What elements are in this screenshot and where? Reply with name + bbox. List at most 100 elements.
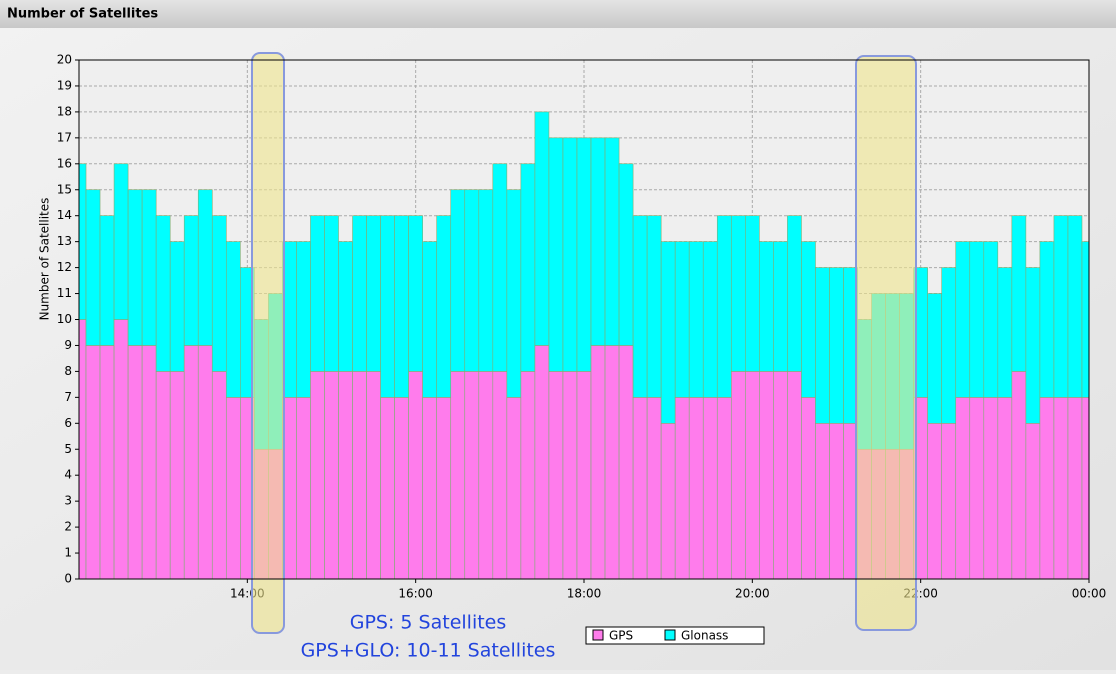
bar-segment (99, 215, 115, 346)
bar-segment (169, 371, 185, 580)
bar-segment (646, 215, 662, 398)
bar-segment (716, 215, 732, 398)
bar-segment (78, 163, 87, 320)
y-tick-label: 7 (64, 390, 72, 404)
bar-segment (296, 241, 311, 398)
bar-segment (1039, 241, 1055, 398)
bar-segment (183, 215, 199, 346)
y-tick-label: 3 (64, 494, 72, 508)
bar-segment (773, 371, 788, 580)
bar-segment (380, 215, 395, 398)
bar-segment (338, 371, 353, 580)
bar-segment (604, 137, 620, 346)
bar-segment (590, 345, 606, 580)
bar-segment (745, 371, 760, 580)
bar-segment (506, 189, 522, 398)
y-tick-label: 11 (57, 286, 72, 300)
bar-segment (1067, 397, 1083, 580)
bar-segment (955, 241, 971, 398)
legend-swatch (664, 629, 676, 641)
bar-segment (422, 397, 438, 580)
bar-segment (127, 189, 143, 346)
bar-segment (169, 241, 185, 372)
bar-segment (534, 111, 550, 346)
bar-segment (352, 371, 367, 580)
bar-segment (1039, 397, 1055, 580)
y-tick-label: 4 (64, 468, 72, 482)
bar-segment (759, 241, 774, 372)
bar-segment (324, 371, 339, 580)
y-tick-label: 9 (64, 338, 72, 352)
bar-segment (983, 241, 999, 398)
bar-segment (576, 137, 592, 372)
bar-segment (759, 371, 774, 580)
bar-segment (197, 345, 213, 580)
bar-segment (408, 215, 423, 372)
bar-segment (450, 371, 466, 580)
bar-segment (1011, 371, 1027, 580)
bar-segment (1081, 241, 1090, 398)
bar-segment (534, 345, 550, 580)
y-tick-label: 8 (64, 364, 72, 378)
bar-segment (688, 397, 704, 580)
bar-segment (225, 397, 241, 580)
bar-segment (562, 371, 578, 580)
bar-segment (745, 215, 760, 372)
bar-segment (85, 345, 101, 580)
bar-segment (730, 215, 746, 372)
bar-segment (801, 397, 816, 580)
bar-segment (983, 397, 999, 580)
bar-segment (815, 422, 830, 580)
bar-segment (927, 293, 943, 424)
bar-segment (1081, 397, 1090, 580)
y-tick-label: 13 (57, 234, 72, 248)
bar-segment (590, 137, 606, 346)
y-tick-label: 0 (64, 572, 72, 586)
bar-segment (702, 241, 718, 398)
x-tick-label: 00:00 (1072, 587, 1107, 601)
bar-segment (660, 241, 676, 424)
bar-segment (801, 241, 816, 398)
y-axis-label: Number of Satellites (38, 198, 52, 321)
bar-segment (211, 215, 227, 372)
plot-border (78, 59, 1090, 580)
bar-segment (1067, 215, 1083, 398)
x-tick-label: 20:00 (735, 587, 770, 601)
bar-segment (155, 371, 171, 580)
bar-segment (225, 241, 241, 398)
y-tick-label: 5 (64, 442, 72, 456)
bar-segment (997, 397, 1013, 580)
bar-segment (183, 345, 199, 580)
y-tick-label: 15 (57, 182, 72, 196)
bar-segment (787, 215, 802, 372)
bar-segment (211, 371, 227, 580)
bar-segment (141, 345, 157, 580)
y-tick-label: 6 (64, 416, 72, 430)
bar-segment (1053, 397, 1069, 580)
bar-segment (492, 163, 508, 372)
bar-segment (85, 189, 101, 346)
bar-segment (141, 189, 157, 346)
y-tick-label: 2 (64, 520, 72, 534)
legend-swatch (592, 629, 604, 641)
bar-segment (296, 397, 311, 580)
bar-segment (366, 371, 381, 580)
bar-segment (702, 397, 718, 580)
bar-segment (338, 241, 353, 372)
y-tick-label: 19 (57, 78, 72, 92)
bar-segment (394, 397, 409, 580)
bar-segment (1025, 267, 1041, 424)
bar-segment (422, 241, 438, 398)
bar-segment (366, 215, 381, 372)
bar-segment (520, 371, 536, 580)
bar-segment (773, 241, 788, 372)
y-tick-label: 16 (57, 156, 72, 170)
y-tick-label: 17 (57, 130, 72, 144)
bar-segment (548, 137, 564, 372)
bar-segment (955, 397, 971, 580)
bar-segment (478, 371, 494, 580)
bar-segment (618, 163, 634, 346)
bar-segment (1011, 215, 1027, 372)
bar-segment (941, 422, 957, 580)
bar-segment (618, 345, 634, 580)
